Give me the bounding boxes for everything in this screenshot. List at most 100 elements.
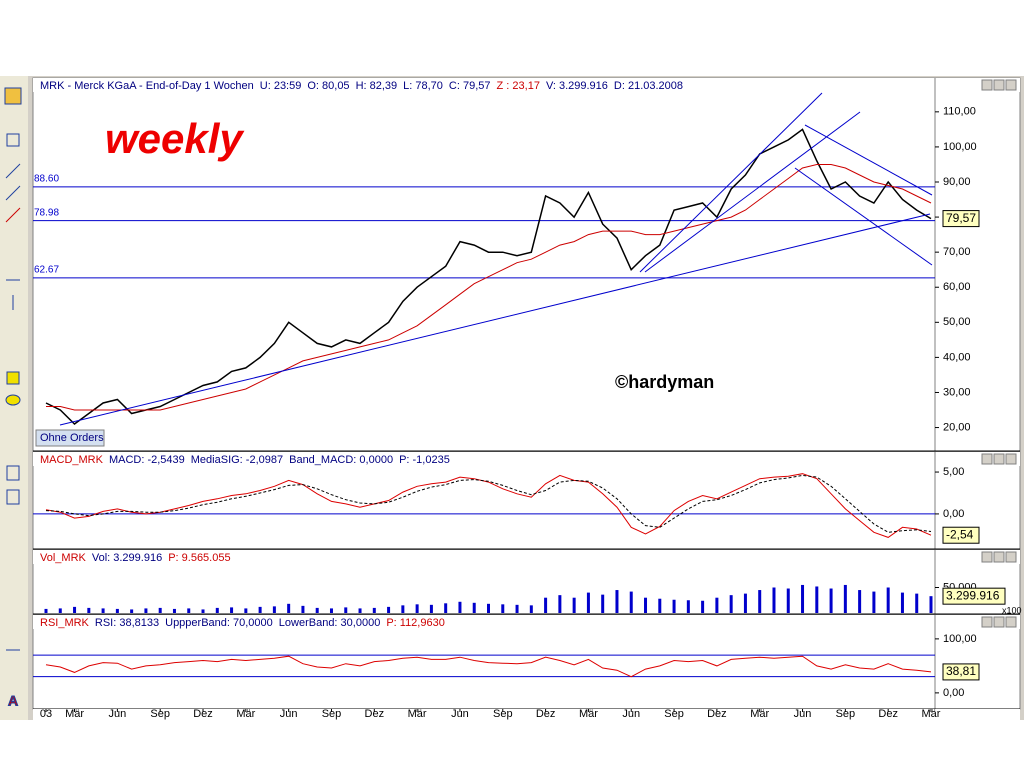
window-button[interactable] (981, 453, 993, 465)
y-tick-label: 5,00 (943, 466, 964, 478)
panel-header-text: P: 9.565.055 (168, 552, 230, 564)
panel-header-text: Z : 23,17 (497, 80, 540, 92)
volume-bar (44, 608, 48, 613)
x-tick-label: Jun (280, 708, 298, 720)
volume-bar (529, 605, 533, 613)
panel-header-text: MediaSIG: -2,0987 (191, 454, 283, 466)
x-tick-label: Sep (664, 708, 684, 720)
tool-panel[interactable] (6, 465, 20, 481)
volume-bar (315, 607, 319, 613)
volume-bar (858, 590, 862, 613)
window-button[interactable] (1005, 79, 1017, 91)
y-tick-label: 50,00 (943, 316, 971, 328)
horizontal-line-label: 88.60 (34, 174, 59, 185)
window-button[interactable] (993, 551, 1005, 563)
volume-bar (586, 592, 590, 613)
window-button[interactable] (1005, 551, 1017, 563)
volume-bar (515, 604, 519, 613)
volume-bar (101, 608, 105, 613)
x-tick-label: Dez (707, 708, 727, 720)
volume-bar (272, 606, 276, 613)
window-button[interactable] (993, 616, 1005, 628)
tool-shape[interactable] (6, 371, 20, 385)
panel-header-text: U: 23:59 (260, 80, 302, 92)
current-value-box (942, 587, 1006, 605)
volume-bar (686, 600, 690, 613)
tool-rect[interactable] (6, 133, 20, 147)
panel-header-text: RSI_MRK (40, 617, 90, 629)
x-tick-label: Sep (836, 708, 856, 720)
volume-bar (58, 608, 62, 613)
volume-bar (801, 584, 805, 613)
current-value-box (942, 210, 980, 228)
tool-line[interactable] (5, 185, 21, 201)
window-button[interactable] (981, 616, 993, 628)
volume-bar (900, 592, 904, 613)
volume-bar (872, 591, 876, 613)
window-button[interactable] (993, 453, 1005, 465)
tool-panel[interactable] (6, 489, 20, 505)
volume-bar (472, 602, 476, 613)
window-button[interactable] (981, 79, 993, 91)
panel-header-text: MRK - Merck KGaA - End-of-Day 1 Wochen (40, 80, 254, 92)
window-button[interactable] (1005, 616, 1017, 628)
volume-bar (501, 604, 505, 613)
current-value-box (942, 663, 980, 681)
panel-header (33, 78, 1020, 92)
volume-bar (829, 588, 833, 613)
x-tick-label: Dez (193, 708, 213, 720)
volume-bar (115, 608, 119, 613)
horizontal-line-label: 62.67 (34, 265, 59, 276)
volume-bar (915, 593, 919, 613)
volume-bar (658, 598, 662, 613)
volume-bar (929, 596, 933, 613)
toolbar-icons: A (4, 87, 22, 709)
orders-box[interactable] (35, 429, 105, 447)
volume-bar (701, 600, 705, 613)
y-tick-label: 40,00 (943, 351, 971, 363)
volume-bar (715, 597, 719, 613)
tool-cursor[interactable] (4, 87, 22, 105)
volume-bar (158, 607, 162, 613)
series-line (46, 164, 932, 411)
panel-background (32, 451, 1021, 550)
x-axis-bar (33, 709, 1020, 720)
y-tick-label: 70,00 (943, 246, 971, 258)
series-line (45, 655, 932, 678)
panel-header-text: P: -1,0235 (399, 454, 450, 466)
volume-bar (87, 607, 91, 613)
panel-header-text: RSI: 38,8133 (95, 617, 159, 629)
window-button[interactable] (981, 551, 993, 563)
volume-bar (215, 607, 219, 613)
volume-bar (644, 597, 648, 613)
panel-header-text: O: 80,05 (307, 80, 349, 92)
current-value-label: -2,54 (946, 527, 974, 541)
series-line (45, 128, 932, 425)
tool-text[interactable]: A (8, 692, 19, 709)
series-line (45, 473, 932, 538)
volume-bar (329, 608, 333, 613)
tool-ellipse[interactable] (5, 394, 21, 406)
x-tick-label: Dez (365, 708, 385, 720)
tool-line[interactable] (5, 163, 21, 179)
volume-bar (601, 594, 605, 613)
horizontal-line-label: 78.98 (34, 207, 59, 218)
y-tick-label: 0,00 (943, 508, 964, 520)
volume-bar (743, 593, 747, 613)
tool-line[interactable] (5, 207, 21, 223)
volume-bar (73, 606, 77, 613)
chart-panels: MRK - Merck KGaA - End-of-Day 1 Wochen U:… (32, 77, 1022, 720)
panel-header-text: LowerBand: 30,0000 (279, 617, 381, 629)
volume-bar (415, 604, 419, 613)
volume-bar (429, 604, 433, 613)
volume-bar (172, 608, 176, 613)
volume-bar (401, 605, 405, 613)
x-tick-label: Mär (236, 708, 255, 720)
y-tick-label: 110,00 (943, 106, 976, 118)
volume-bar (772, 587, 776, 613)
window-button[interactable] (1005, 453, 1017, 465)
window-button[interactable] (993, 79, 1005, 91)
volume-bar (358, 608, 362, 613)
volume-bar (387, 606, 391, 613)
volume-bar (244, 608, 248, 613)
